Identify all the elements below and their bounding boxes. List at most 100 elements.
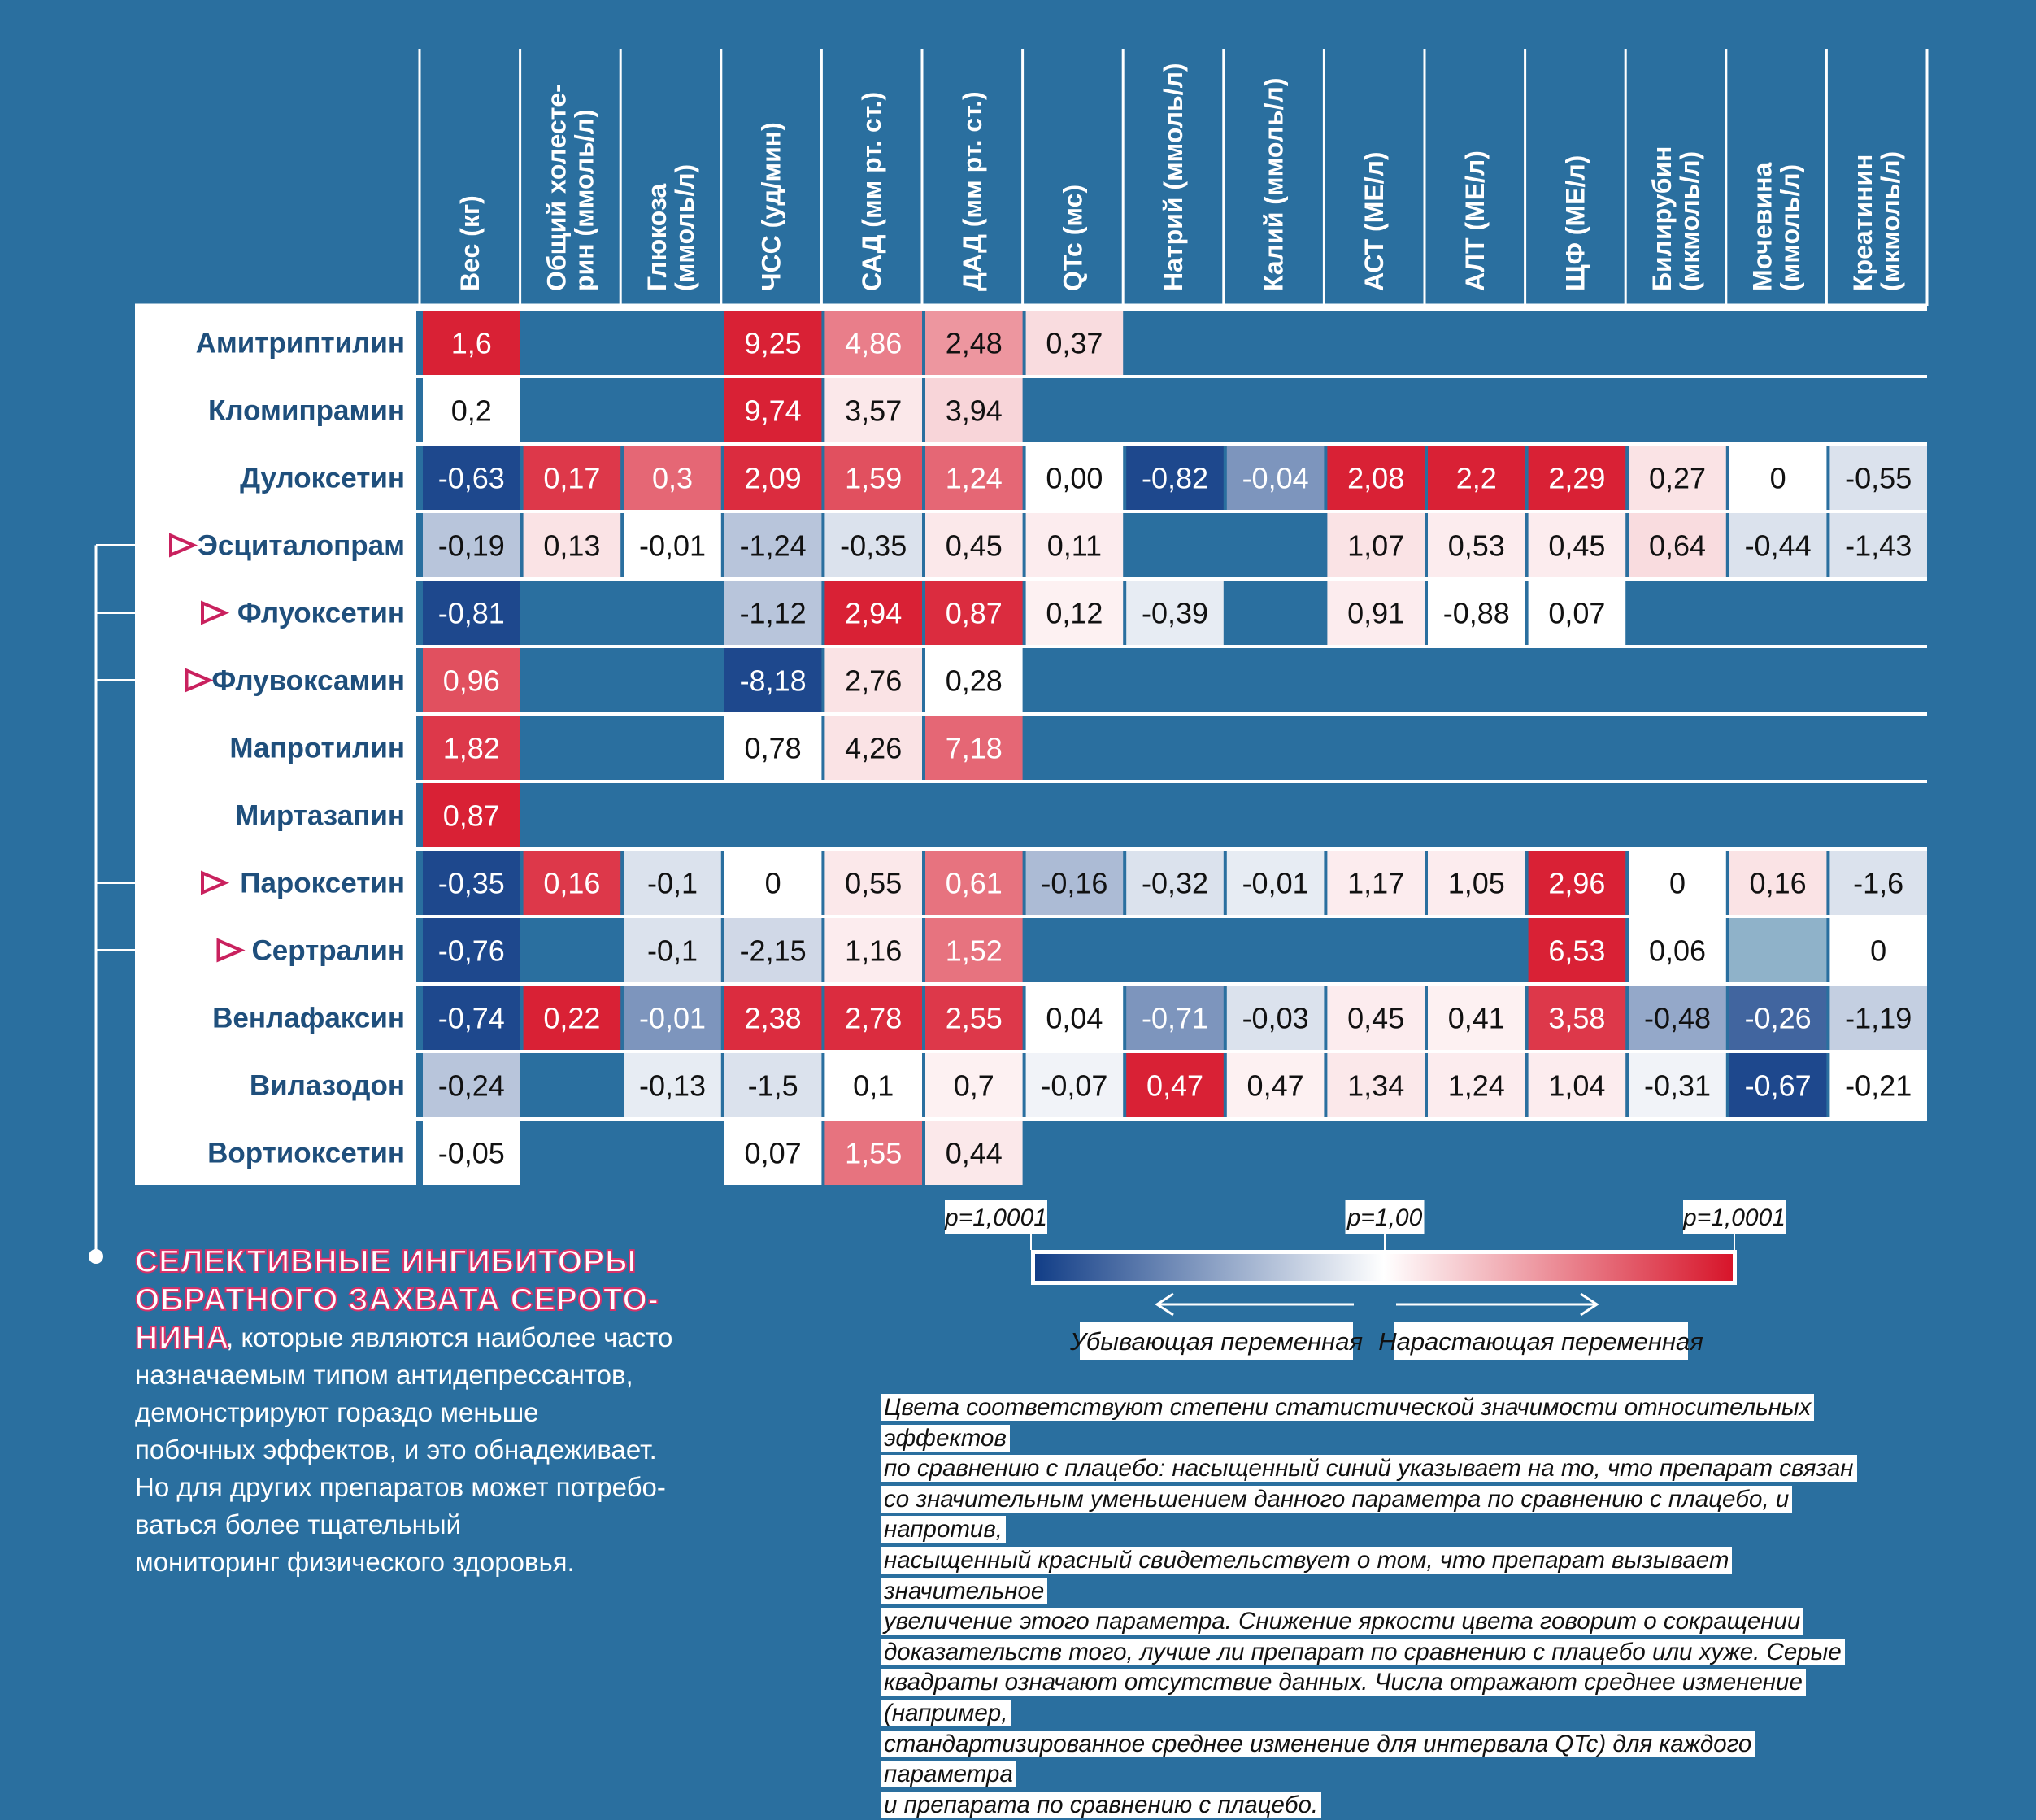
- cell-value: 0,22: [543, 1002, 600, 1035]
- cell-value: 2,29: [1548, 462, 1605, 495]
- heatmap-cell: [1829, 446, 1927, 510]
- heatmap-cell: [1327, 446, 1425, 510]
- heatmap-cell: [724, 581, 822, 645]
- column-header-line: (мкмоль/л): [1876, 151, 1905, 291]
- heatmap-cell: [824, 851, 922, 915]
- row-label-миртазапин: Миртазапин: [235, 800, 405, 832]
- cell-value: -0,71: [1142, 1002, 1208, 1035]
- scale-label-left: p=1,0001: [944, 1204, 1047, 1231]
- heatmap-cell: [1327, 581, 1425, 645]
- cell-value: 0,78: [745, 732, 802, 765]
- cell-value: 0: [765, 867, 781, 900]
- cell-value: 2,08: [1347, 462, 1404, 495]
- cell-value: 0,16: [1750, 867, 1807, 900]
- arrow-left-icon: [1155, 1292, 1174, 1317]
- heatmap-cell: [1428, 581, 1525, 645]
- cell-value: -0,67: [1745, 1069, 1812, 1103]
- cell-value: 3,94: [946, 394, 1003, 428]
- column-header-line: (мкмоль/л): [1675, 151, 1704, 291]
- cell-value: 0,1: [853, 1069, 894, 1103]
- heatmap-cell: [724, 918, 822, 982]
- column-header-line: ЩФ (МЕ/л): [1560, 155, 1590, 291]
- column-header-билирубин-мкмоль-л: Билирубин(мкмоль/л): [1647, 146, 1704, 291]
- heatmap-cell: [925, 378, 1023, 442]
- cell-value: 0: [1669, 867, 1686, 900]
- row-label-сертралин: Сертралин: [251, 935, 405, 967]
- cell-value: -0,01: [639, 529, 706, 563]
- heatmap-cell: [1428, 513, 1525, 577]
- cell-value: 1,55: [845, 1137, 902, 1170]
- column-header-line: Глюкоза: [642, 184, 672, 291]
- row-label-пароксетин: Пароксетин: [240, 868, 405, 899]
- cell-value: -0,03: [1242, 1002, 1309, 1035]
- cell-value: -0,39: [1142, 597, 1208, 630]
- heatmap-cell: [523, 513, 621, 577]
- heatmap-cell: [1126, 581, 1224, 645]
- cell-value: -1,6: [1853, 867, 1903, 900]
- row-label-bg: [135, 378, 416, 442]
- cell-value: -0,81: [438, 597, 505, 630]
- cell-value: 0,07: [1548, 597, 1605, 630]
- row-label-флувоксамин: Флувоксамин: [211, 665, 405, 697]
- column-header-line: (ммоль/л): [670, 164, 699, 291]
- ssri-marker-icon: [185, 668, 214, 693]
- heatmap-cell: [1025, 446, 1124, 510]
- cell-value: -0,35: [438, 867, 505, 900]
- heatmap-cell: [1428, 986, 1525, 1050]
- cell-value: -0,55: [1845, 462, 1912, 495]
- heatmap-cell: [724, 378, 822, 442]
- row-label-bg: [135, 986, 416, 1050]
- cell-value: 0,45: [946, 529, 1003, 563]
- cell-value: 0,28: [946, 664, 1003, 698]
- heatmap-cell: [423, 851, 520, 915]
- heatmap-cell: [624, 446, 721, 510]
- cell-value: 9,25: [745, 327, 802, 360]
- cell-value: 2,76: [845, 664, 902, 698]
- row-label-bg: [135, 1053, 416, 1117]
- heatmap-cell: [423, 918, 520, 982]
- heatmap-cell: [423, 986, 520, 1050]
- heatmap-cell: [1729, 1053, 1827, 1117]
- column-header-line: САД (мм рт. ст.): [857, 92, 886, 291]
- heatmap-cell: [724, 311, 822, 375]
- cell-value: 0,53: [1448, 529, 1505, 563]
- heatmap-cell: [1327, 1053, 1425, 1117]
- heatmap-cell: [925, 986, 1023, 1050]
- cell-value: -0,19: [438, 529, 505, 563]
- column-header-калий-ммоль-л: Калий (ммоль/л): [1259, 78, 1289, 291]
- cell-value: -0,44: [1745, 529, 1812, 563]
- cell-value: -0,05: [438, 1137, 505, 1170]
- heatmap-cell: [724, 446, 822, 510]
- cell-value: 1,17: [1347, 867, 1404, 900]
- cell-value: 1,52: [946, 934, 1003, 968]
- heatmap-cell: [1528, 446, 1626, 510]
- heatmap-cell: [1327, 986, 1425, 1050]
- cell-value: 0,00: [1046, 462, 1103, 495]
- row-label-вилазодон: Вилазодон: [250, 1070, 405, 1102]
- heatmap-cell: [1629, 986, 1726, 1050]
- heatmap-cell: [1126, 446, 1224, 510]
- heatmap-cell: [423, 581, 520, 645]
- increase-label-bg: [1394, 1322, 1688, 1360]
- column-header-аст-ме-л: АСТ (МЕ/л): [1360, 151, 1389, 291]
- row-label-кломипрамин: Кломипрамин: [208, 395, 405, 427]
- color-scale-bar: [1035, 1254, 1733, 1281]
- cell-value: 0,11: [1047, 529, 1102, 563]
- cell-value: -2,15: [740, 934, 807, 968]
- heatmap-cell: [624, 851, 721, 915]
- heatmap-cell: [1025, 513, 1124, 577]
- heatmap-cell: [925, 648, 1023, 712]
- ssri-marker-icon: [216, 938, 246, 963]
- column-header-line: АЛТ (МЕ/л): [1460, 150, 1490, 291]
- heatmap-cell: [1025, 1053, 1124, 1117]
- increase-label: Нарастающая переменная: [1378, 1327, 1703, 1356]
- cell-value: -1,12: [740, 597, 807, 630]
- cell-value: -0,88: [1443, 597, 1510, 630]
- heatmap-cell: [1126, 986, 1224, 1050]
- column-header-щф-ме-л: ЩФ (МЕ/л): [1560, 155, 1590, 291]
- cell-value: -0,26: [1745, 1002, 1812, 1035]
- column-header-line: Вес (кг): [455, 195, 485, 291]
- cell-value: 0,13: [543, 529, 600, 563]
- cell-value: 0: [1770, 462, 1786, 495]
- cell-value: 0,3: [652, 462, 693, 495]
